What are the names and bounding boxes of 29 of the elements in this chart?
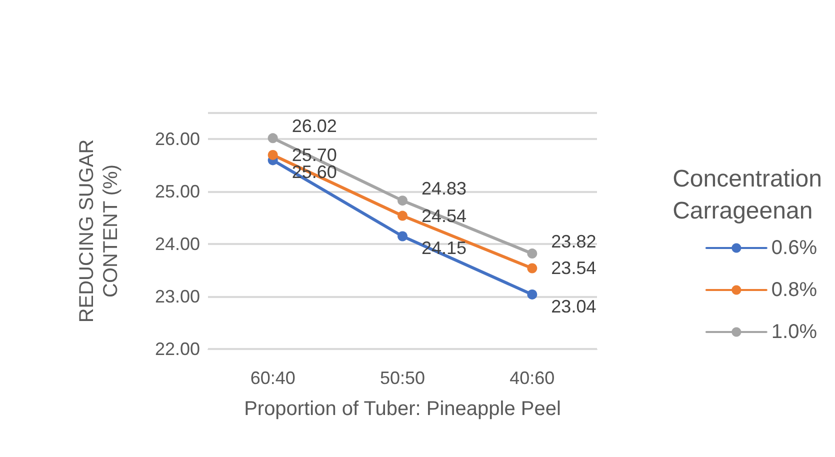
point: [398, 210, 408, 221]
y-axis-title: REDUCING SUGAR CONTENT (%): [76, 139, 122, 323]
y-tick-label: 26.00: [154, 129, 200, 150]
data-label: 23.04: [551, 296, 596, 316]
point: [527, 248, 538, 259]
x-axis-title: Proportion of Tuber: Pineapple Peel: [244, 398, 561, 420]
data-label: 23.54: [551, 258, 596, 278]
y-tick-label: 25.00: [154, 182, 200, 202]
point: [398, 196, 408, 206]
point: [268, 150, 278, 160]
point: [398, 231, 408, 242]
data-label: 25.70: [292, 144, 337, 165]
point: [527, 289, 538, 300]
x-tick-label: 60:40: [250, 368, 296, 388]
legend-label: 0.8%: [771, 279, 818, 301]
point: [268, 133, 278, 144]
y-tick-label: 22.00: [154, 339, 200, 359]
x-tick-label: 50:50: [380, 368, 426, 388]
point: [527, 263, 538, 274]
legend-title: Concentration Carrageenan: [672, 166, 822, 224]
data-label: 26.02: [292, 116, 337, 136]
data-label: 24.83: [422, 178, 467, 199]
data-label: 23.82: [551, 232, 596, 252]
x-tick-label: 40:60: [510, 368, 555, 388]
legend-label: 1.0%: [771, 321, 818, 343]
data-label: 24.54: [422, 206, 467, 226]
y-tick-label: 23.00: [154, 286, 200, 307]
y-tick-label: 24.00: [154, 234, 200, 254]
legend-label: 0.6%: [771, 237, 818, 259]
